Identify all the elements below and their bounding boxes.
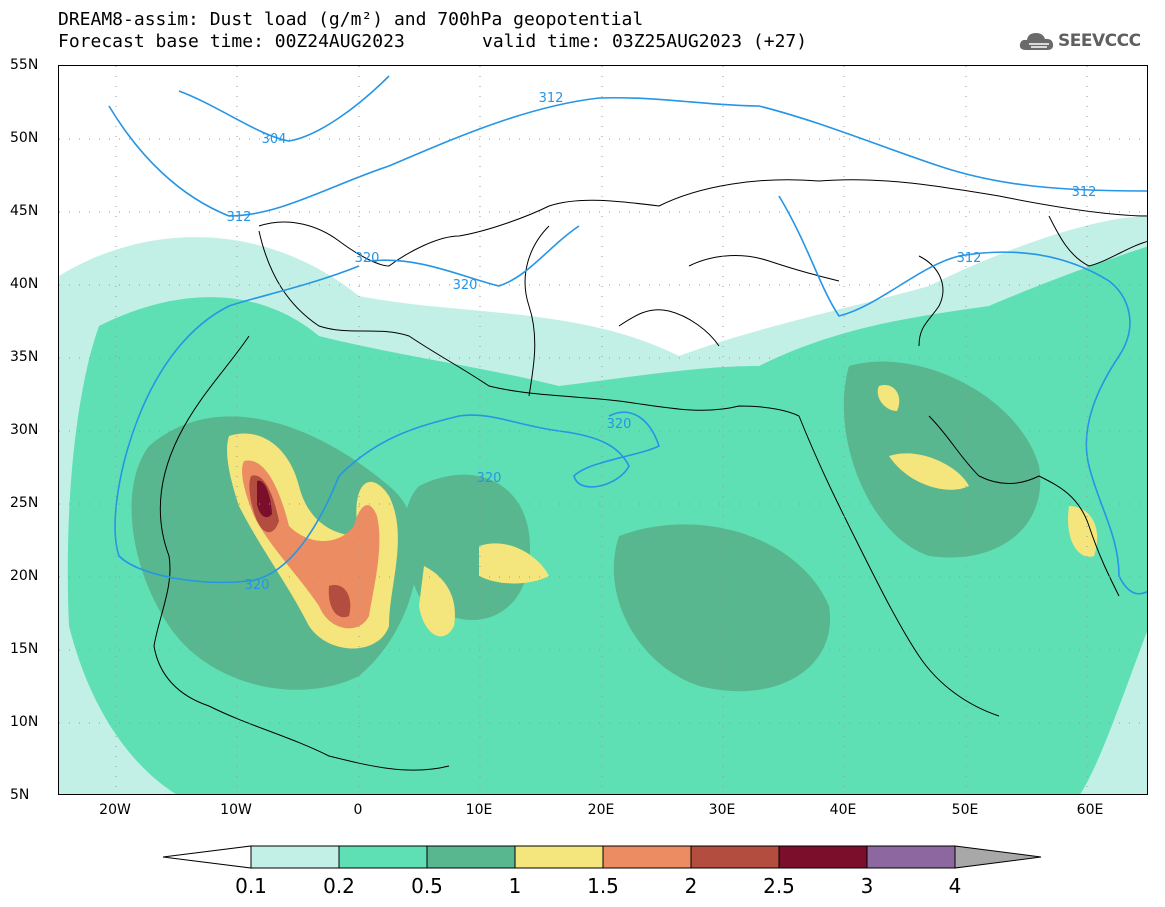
colorbar-label: 1.5 (587, 874, 619, 898)
colorbar-label: 2.5 (763, 874, 795, 898)
colorbar-label: 2 (684, 874, 698, 898)
map-title: DREAM8-assim: Dust load (g/m²) and 700hP… (58, 9, 644, 30)
contour-label: 320 (607, 417, 632, 432)
contour-label: 320 (477, 471, 502, 486)
contour-320 (114, 265, 660, 584)
lat-label: 25N (10, 495, 39, 511)
colorbar-swatch (426, 845, 516, 869)
lon-label: 20E (587, 802, 615, 818)
dust-region-high-2 (419, 566, 455, 637)
colorbar-label: 1 (508, 874, 522, 898)
dust-region-high-5 (1068, 506, 1098, 557)
contour-label: 320 (355, 251, 380, 266)
contour-312 (108, 96, 1147, 217)
lon-label: 30E (708, 802, 736, 818)
lon-label: 10E (465, 802, 493, 818)
lat-label: 15N (10, 641, 39, 657)
contour-304 (178, 75, 390, 142)
dust-region-high-3 (479, 543, 549, 584)
dust-region-high-4 (889, 453, 969, 490)
lon-label: 50E (951, 802, 979, 818)
cloud-icon (1019, 33, 1054, 50)
dust-region-medium-2 (613, 524, 831, 692)
lon-label: 60E (1076, 802, 1104, 818)
lat-label: 45N (10, 203, 39, 219)
logo-text: SEEVCCC (1058, 31, 1141, 51)
colorbar-high-arrow (954, 845, 1042, 869)
lat-label: 55N (10, 57, 39, 73)
contour-label: 312 (1072, 185, 1097, 200)
coastlines (153, 179, 1147, 771)
colorbar-label: 0.1 (235, 874, 267, 898)
contour-312-east (778, 195, 1147, 595)
colorbar-swatch (338, 845, 428, 869)
dust-region-peak (257, 480, 272, 518)
contour-label: 312 (957, 251, 982, 266)
map-area[interactable]: 304 312 312 312 320 320 320 320 320 312 (58, 65, 1148, 795)
lat-label: 5N (10, 787, 30, 803)
lat-label: 50N (10, 130, 39, 146)
lon-label: 10W (220, 802, 252, 818)
dust-map: 304 312 312 312 320 320 320 320 320 312 (59, 66, 1147, 794)
colorbar-swatch (514, 845, 604, 869)
colorbar-label: 0.2 (323, 874, 355, 898)
forecast-base-time: Forecast base time: 00Z24AUG2023 (58, 31, 405, 52)
lon-label: 40E (829, 802, 857, 818)
lon-label: 0 (353, 802, 363, 818)
lat-label: 30N (10, 422, 39, 438)
colorbar (163, 845, 1042, 869)
lat-label: 35N (10, 349, 39, 365)
contour-label-group: 304 312 312 312 320 320 320 320 320 312 (227, 91, 1097, 593)
contour-label: 320 (453, 278, 478, 293)
contour-label: 312 (539, 91, 564, 106)
lat-label: 10N (10, 714, 39, 730)
colorbar-swatch (250, 845, 340, 869)
colorbar-swatch (690, 845, 780, 869)
dust-region-high-6 (877, 385, 900, 411)
colorbar-swatch (866, 845, 956, 869)
dust-region-extreme-2 (328, 585, 351, 618)
colorbar-swatch (778, 845, 868, 869)
lat-label: 20N (10, 568, 39, 584)
contour-label: 312 (227, 210, 252, 225)
colorbar-label: 3 (860, 874, 874, 898)
colorbar-low-arrow (163, 845, 252, 869)
contour-320-north (368, 225, 580, 287)
contour-label: 320 (245, 578, 270, 593)
colorbar-label: 0.5 (411, 874, 443, 898)
colorbar-swatch (602, 845, 692, 869)
lon-label: 20W (99, 802, 131, 818)
lat-label: 40N (10, 276, 39, 292)
valid-time: valid time: 03Z25AUG2023 (+27) (482, 31, 808, 52)
colorbar-label: 4 (948, 874, 962, 898)
contour-label: 304 (262, 132, 287, 147)
dust-region-medium-3 (843, 361, 1041, 558)
dust-region-veryhigh (242, 460, 380, 629)
geopotential-contours (108, 75, 1147, 595)
